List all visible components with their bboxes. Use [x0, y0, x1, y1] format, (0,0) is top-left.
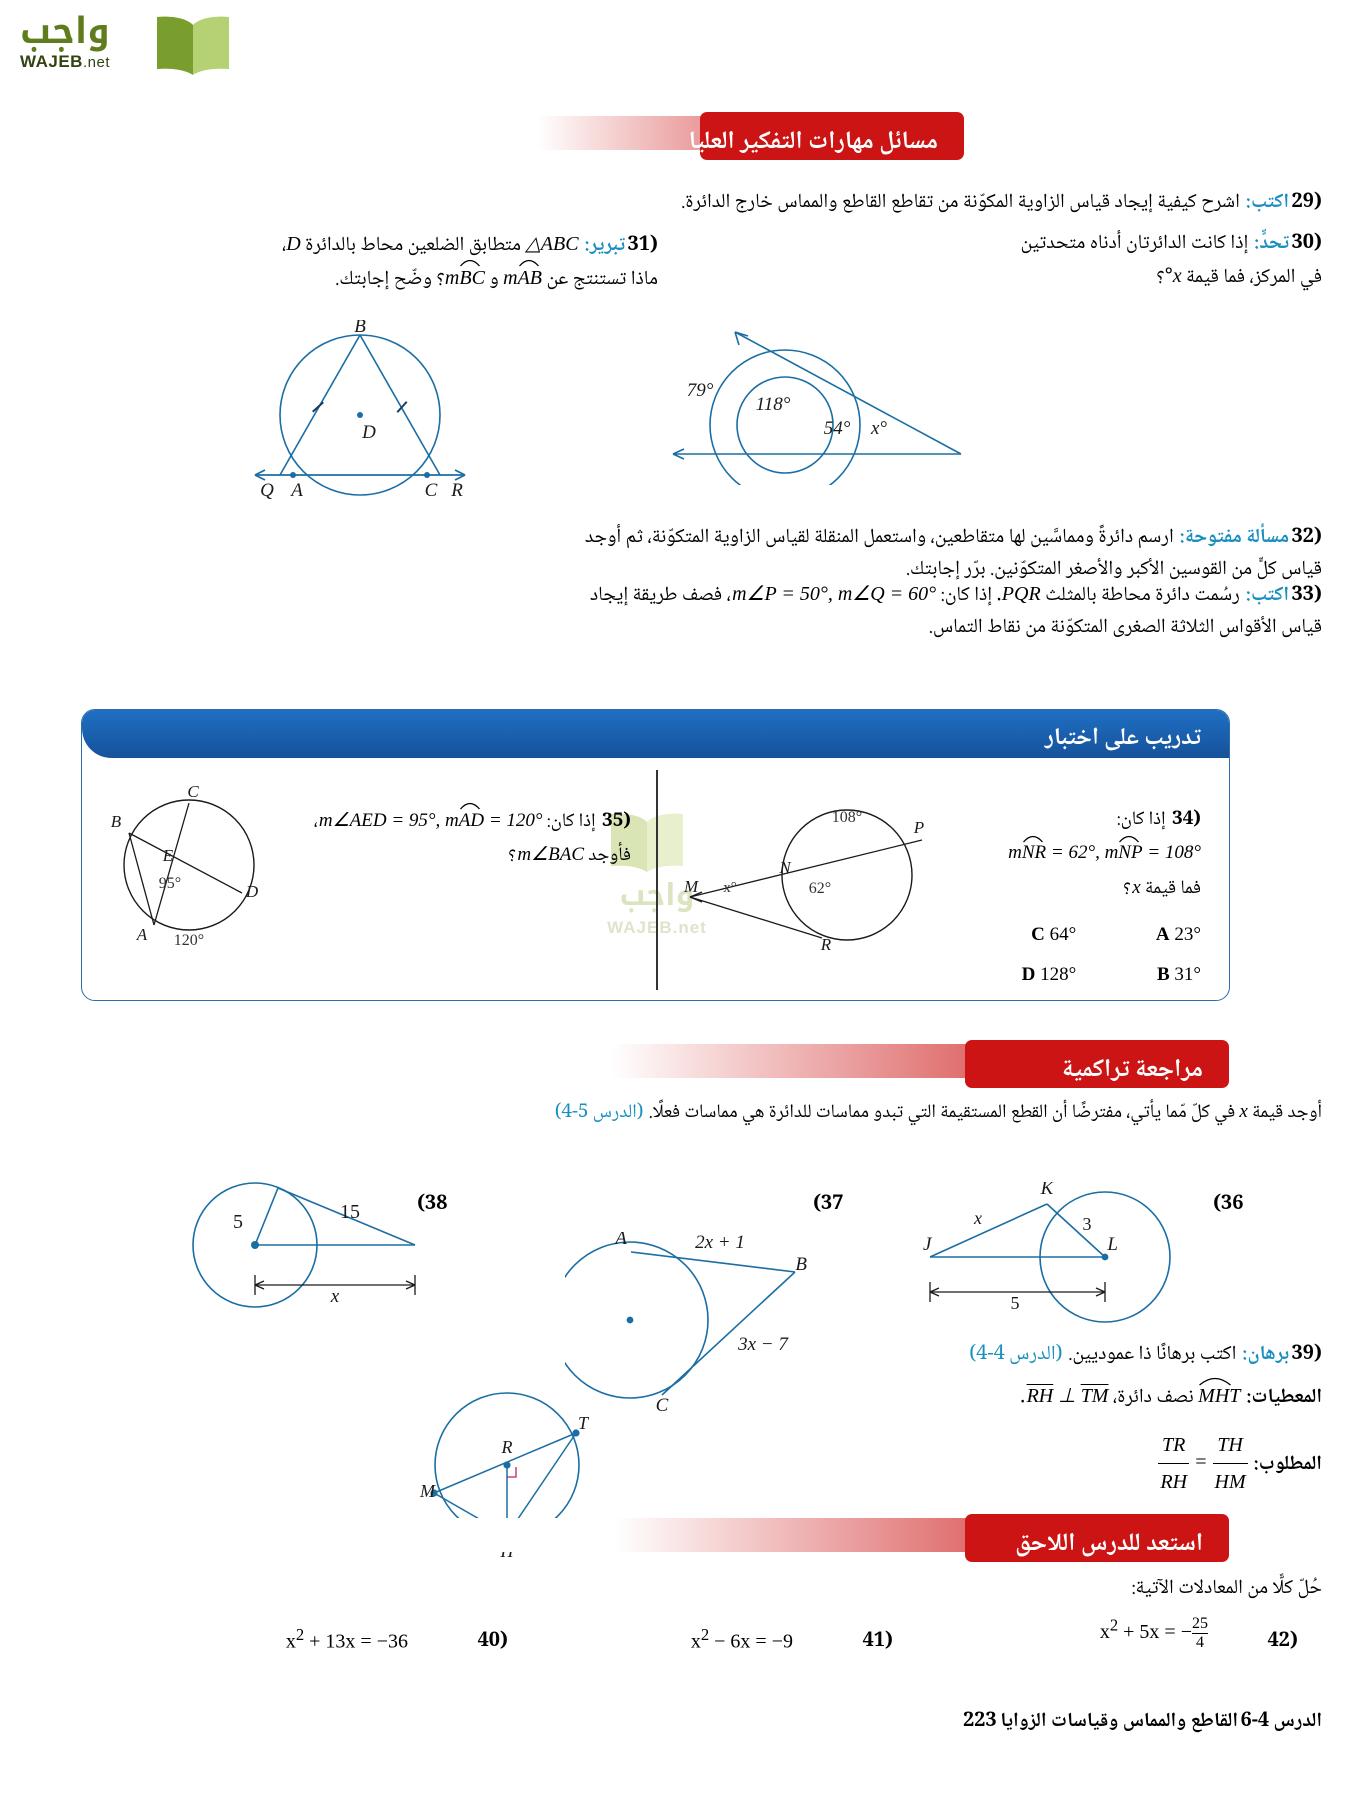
svg-text:A: A: [613, 1232, 627, 1249]
svg-text:M: M: [419, 1481, 436, 1501]
svg-text:B: B: [795, 1254, 807, 1275]
svg-text:15: 15: [340, 1201, 360, 1223]
svg-text:N: N: [778, 858, 792, 877]
svg-text:Q: Q: [260, 480, 274, 501]
svg-text:A: A: [289, 480, 303, 501]
svg-text:x°: x°: [723, 880, 737, 896]
svg-text:3: 3: [1083, 1214, 1092, 1234]
svg-text:A: A: [136, 925, 148, 944]
svg-text:120°: 120°: [174, 932, 204, 949]
svg-text:5: 5: [1011, 1293, 1020, 1313]
svg-text:M: M: [683, 877, 699, 896]
svg-text:J: J: [923, 1234, 933, 1255]
svg-text:D: D: [361, 422, 376, 443]
svg-text:B: B: [354, 320, 366, 337]
svg-text:x: x: [330, 1286, 340, 1307]
svg-text:R: R: [501, 1437, 513, 1457]
svg-text:E: E: [162, 846, 174, 865]
svg-text:2x + 1: 2x + 1: [695, 1232, 745, 1253]
svg-text:R: R: [820, 935, 832, 950]
svg-text:54°: 54°: [824, 418, 851, 439]
svg-text:B: B: [111, 812, 122, 831]
svg-text:x°: x°: [870, 418, 887, 439]
svg-text:C: C: [425, 480, 438, 501]
svg-text:x: x: [973, 1208, 982, 1228]
svg-text:C: C: [187, 785, 199, 801]
svg-text:5: 5: [233, 1211, 243, 1233]
svg-text:118°: 118°: [756, 394, 791, 415]
svg-text:R: R: [450, 480, 463, 501]
svg-text:95°: 95°: [159, 875, 181, 892]
svg-text:T: T: [578, 1413, 590, 1433]
svg-text:D: D: [245, 882, 259, 901]
svg-text:K: K: [1040, 1182, 1055, 1199]
svg-text:79°: 79°: [687, 380, 714, 401]
svg-text:62°: 62°: [809, 880, 831, 897]
svg-text:L: L: [1106, 1234, 1118, 1255]
svg-text:108°: 108°: [832, 809, 862, 826]
